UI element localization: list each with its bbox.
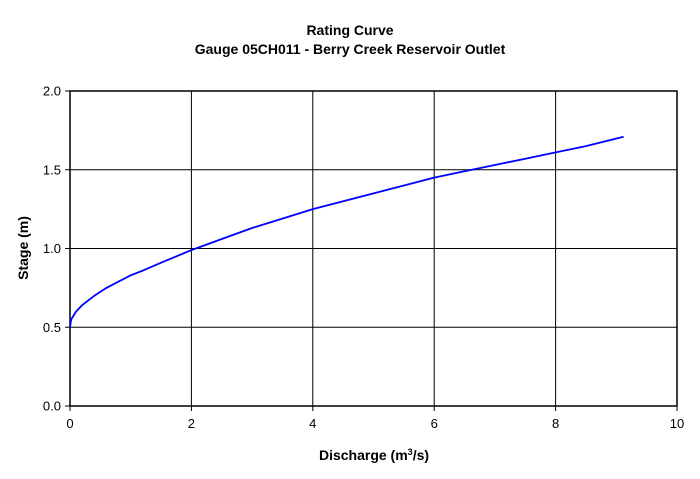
x-tick-label: 2 xyxy=(188,416,195,431)
x-tick-label: 8 xyxy=(552,416,559,431)
y-tick-label: 2.0 xyxy=(43,84,61,99)
rating-curve-line xyxy=(69,135,624,328)
x-tick-label: 6 xyxy=(431,416,438,431)
x-axis-title: Discharge (m3/s) xyxy=(319,447,429,463)
y-tick-label: 1.5 xyxy=(43,162,61,177)
grid-lines xyxy=(69,90,678,407)
chart-subtitle: Gauge 05CH011 - Berry Creek Reservoir Ou… xyxy=(195,41,506,57)
x-tick-label: 0 xyxy=(66,416,73,431)
series-group xyxy=(69,135,624,328)
x-tick-label: 10 xyxy=(670,416,684,431)
y-axis-title: Stage (m) xyxy=(15,216,31,280)
y-tick-label: 1.0 xyxy=(43,241,61,256)
chart-title: Rating Curve xyxy=(306,22,393,38)
axis-ticks: 0 2 4 6 8 10 0.0 0.5 1.0 1.5 2.0 xyxy=(43,84,684,432)
y-tick-label: 0.0 xyxy=(43,399,61,414)
y-tick-label: 0.5 xyxy=(43,320,61,335)
x-tick-label: 4 xyxy=(309,416,316,431)
